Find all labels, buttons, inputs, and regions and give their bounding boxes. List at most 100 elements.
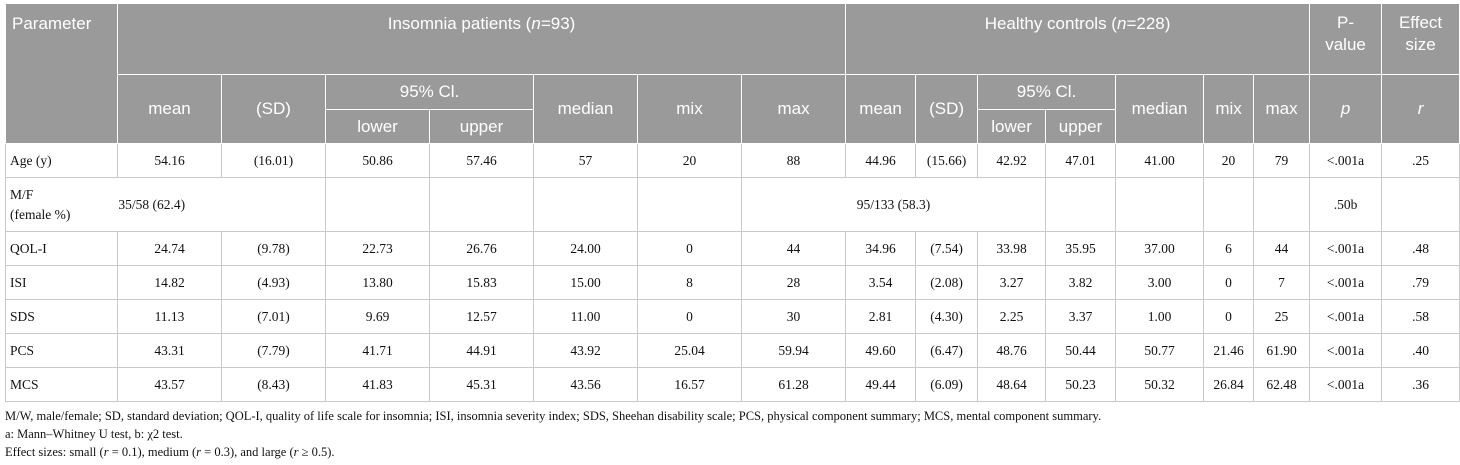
row-label: SDS: [5, 299, 118, 334]
cell: 48.64: [977, 367, 1047, 402]
mf-p-value: .50b: [1309, 177, 1383, 232]
cell: 50.86: [325, 143, 430, 178]
table-row: PCS 43.31 (7.79) 41.71 44.91 43.92 25.04…: [5, 333, 1460, 368]
cell: [533, 177, 638, 232]
cell: 28: [740, 265, 847, 300]
header-hc-mix: mix: [1203, 74, 1255, 144]
cell: 24.74: [117, 231, 222, 266]
cell: 41.83: [325, 367, 430, 402]
cell: 44.91: [429, 333, 534, 368]
cell: .79: [1381, 265, 1460, 300]
cell: 3.82: [1045, 265, 1117, 300]
cell: 47.01: [1045, 143, 1117, 178]
cell: 48.76: [977, 333, 1047, 368]
header-ins-mix: mix: [637, 74, 742, 144]
cell: 3.37: [1045, 299, 1117, 334]
cell: (6.47): [915, 333, 979, 368]
table-row: Age (y) 54.16 (16.01) 50.86 57.46 57 20 …: [5, 143, 1460, 178]
cell: 11.00: [533, 299, 638, 334]
header-ins-max: max: [740, 74, 847, 144]
cell: <.001a: [1309, 231, 1383, 266]
cell: (7.79): [221, 333, 326, 368]
footnote-effect-sizes: Effect sizes: small (r = 0.1), medium (r…: [5, 445, 335, 459]
cell: 25.04: [637, 333, 742, 368]
cell: (7.54): [915, 231, 979, 266]
cell: 21.46: [1203, 333, 1255, 368]
cell: 7: [1253, 265, 1311, 300]
cell: 59.94: [740, 333, 847, 368]
cell: .40: [1381, 333, 1460, 368]
cell: 15.83: [429, 265, 534, 300]
table-row: MCS 43.57 (8.43) 41.83 45.31 43.56 16.57…: [5, 367, 1460, 402]
cell: 88: [740, 143, 847, 178]
header-ins-ci: 95% Cl.: [325, 74, 534, 110]
cell: 50.44: [1045, 333, 1117, 368]
footnote-tests: a: Mann–Whitney U test, b: χ2 test.: [5, 427, 183, 441]
cell: 57: [533, 143, 638, 178]
cell: [1253, 177, 1311, 232]
table-footnotes: M/W, male/female; SD, standard deviation…: [5, 407, 1455, 461]
cell: 24.00: [533, 231, 638, 266]
cell: 61.28: [740, 367, 847, 402]
cell: 3.27: [977, 265, 1047, 300]
cell: <.001a: [1309, 299, 1383, 334]
cell: 44.96: [845, 143, 917, 178]
cell: 43.57: [117, 367, 222, 402]
cell: 22.73: [325, 231, 430, 266]
header-hc-ci: 95% Cl.: [977, 74, 1117, 110]
header-effect-size: Effect size: [1381, 3, 1460, 75]
cell: 12.57: [429, 299, 534, 334]
cell: 35.95: [1045, 231, 1117, 266]
cell: 11.13: [117, 299, 222, 334]
cell: 0: [1203, 299, 1255, 334]
header-hc-median: median: [1115, 74, 1205, 144]
cell: 57.46: [429, 143, 534, 178]
cell: (8.43): [221, 367, 326, 402]
cell: 44: [1253, 231, 1311, 266]
cell: [1203, 177, 1255, 232]
cell: (4.30): [915, 299, 979, 334]
cell: 20: [1203, 143, 1255, 178]
cell: 25: [1253, 299, 1311, 334]
cell: 50.32: [1115, 367, 1205, 402]
cell: 2.25: [977, 299, 1047, 334]
cell: 6: [1203, 231, 1255, 266]
row-label: MCS: [5, 367, 118, 402]
cell: 33.98: [977, 231, 1047, 266]
cell: .25: [1381, 143, 1460, 178]
cell: <.001a: [1309, 143, 1383, 178]
cell: (16.01): [221, 143, 326, 178]
header-ins-median: median: [533, 74, 638, 144]
cell: 0: [637, 231, 742, 266]
row-label: QOL-I: [5, 231, 118, 266]
cell: 50.77: [1115, 333, 1205, 368]
cell: [1045, 177, 1117, 232]
cell: 1.00: [1115, 299, 1205, 334]
header-parameter: Parameter: [5, 3, 118, 144]
cell: 42.92: [977, 143, 1047, 178]
cell: 16.57: [637, 367, 742, 402]
cell: 45.31: [429, 367, 534, 402]
cell: [325, 177, 430, 232]
cell: 34.96: [845, 231, 917, 266]
cell: (7.01): [221, 299, 326, 334]
cell: 49.60: [845, 333, 917, 368]
cell: <.001a: [1309, 333, 1383, 368]
cell: 41.71: [325, 333, 430, 368]
table-container: Parameter Insomnia patients (n=93) Healt…: [5, 3, 1460, 461]
cell: 30: [740, 299, 847, 334]
cell: 3.00: [1115, 265, 1205, 300]
cell: (6.09): [915, 367, 979, 402]
header-hc-mean: mean: [845, 74, 917, 144]
cell: 0: [637, 299, 742, 334]
cell: 50.23: [1045, 367, 1117, 402]
cell: [1381, 177, 1460, 232]
cell: 0: [1203, 265, 1255, 300]
cell: [637, 177, 742, 232]
cell: 26.84: [1203, 367, 1255, 402]
header-hc-upper: upper: [1045, 109, 1117, 144]
header-pvalue: P-value: [1309, 3, 1383, 75]
header-controls-group: Healthy controls (n=228): [845, 3, 1311, 75]
cell: 43.56: [533, 367, 638, 402]
table-row: ISI 14.82 (4.93) 13.80 15.83 15.00 8 28 …: [5, 265, 1460, 300]
